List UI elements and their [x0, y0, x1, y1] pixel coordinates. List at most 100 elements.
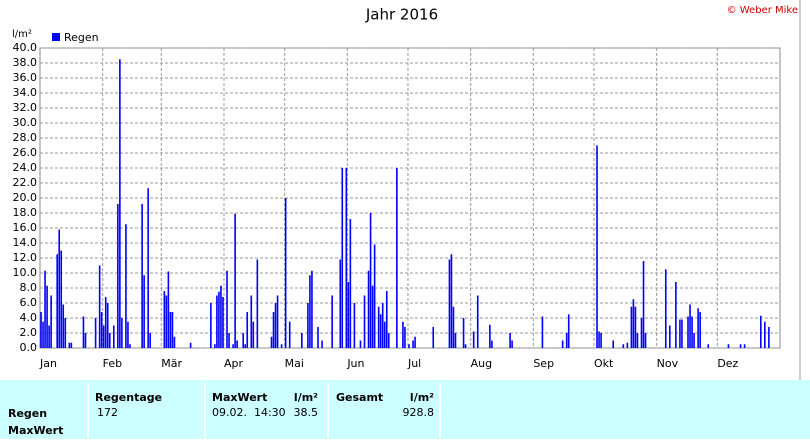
bar	[270, 336, 273, 348]
y-tick-label: 10.0	[13, 266, 38, 279]
y-tick-label: 6.0	[20, 296, 38, 309]
bar	[764, 321, 766, 348]
bar	[707, 344, 710, 348]
bar	[387, 333, 390, 348]
table-cell: 09.02. 14:30	[212, 406, 286, 419]
bar	[106, 303, 109, 348]
bar	[396, 168, 398, 348]
bar	[246, 312, 249, 348]
bar	[149, 333, 151, 348]
x-tick-label: Feb	[103, 357, 122, 370]
bar	[642, 261, 645, 348]
x-tick-label: Apr	[224, 357, 244, 370]
table-cell: 172	[97, 406, 118, 419]
bar	[234, 213, 236, 348]
bar	[189, 342, 192, 348]
bar	[210, 303, 212, 348]
bar	[236, 340, 238, 348]
y-unit: l/m²	[12, 29, 32, 40]
bar	[640, 318, 643, 348]
bar	[664, 269, 667, 348]
bar	[341, 168, 344, 348]
bar	[68, 342, 71, 348]
bar	[768, 327, 770, 348]
bar	[689, 304, 691, 348]
y-tick-label: 28.0	[13, 131, 38, 144]
bar	[681, 319, 683, 348]
bar	[288, 321, 291, 348]
y-tick-label: 18.0	[13, 206, 38, 219]
bar	[307, 303, 309, 348]
bar	[100, 312, 103, 348]
bar	[675, 282, 677, 348]
bar	[284, 198, 287, 348]
bar	[250, 295, 253, 348]
x-tick-label: Okt	[594, 357, 614, 370]
y-tick-label: 2.0	[20, 326, 38, 339]
bar	[129, 344, 131, 348]
y-tick-label: 4.0	[20, 311, 38, 324]
bar	[464, 344, 467, 348]
bar	[141, 204, 143, 348]
bar	[171, 312, 174, 348]
bar	[94, 318, 97, 348]
bar	[242, 333, 244, 348]
bar	[693, 333, 695, 348]
bar	[381, 303, 384, 348]
y-tick-label: 36.0	[13, 71, 38, 84]
bar	[596, 145, 598, 348]
bar	[379, 314, 382, 348]
legend-swatch	[52, 33, 60, 41]
row-label: Regen	[8, 407, 47, 420]
bar	[679, 319, 681, 348]
bar	[112, 325, 115, 348]
bar	[216, 295, 218, 348]
bar	[612, 340, 614, 348]
bar	[353, 303, 356, 348]
x-tick-label: Nov	[657, 357, 679, 370]
bar	[414, 336, 416, 348]
bar	[377, 306, 380, 348]
bar	[472, 331, 475, 348]
bar	[565, 333, 568, 348]
x-tick-label: Sep	[533, 357, 554, 370]
bar	[691, 316, 693, 348]
y-tick-label: 40.0	[13, 41, 38, 54]
bar	[218, 291, 220, 348]
y-tick-label: 30.0	[13, 116, 38, 129]
bar	[276, 295, 279, 348]
bar	[272, 312, 275, 348]
x-tick-label: Jul	[407, 357, 421, 370]
bar	[117, 204, 119, 348]
x-tick-label: Aug	[471, 357, 492, 370]
bar	[687, 316, 689, 348]
bar	[56, 254, 58, 348]
bar	[244, 344, 247, 348]
bar	[173, 336, 176, 348]
bar	[363, 295, 366, 348]
y-tick-label: 38.0	[13, 56, 38, 69]
bar	[489, 324, 491, 348]
bar	[256, 259, 259, 348]
bar	[226, 270, 228, 348]
bar	[252, 321, 255, 348]
table-header: l/m²	[294, 391, 318, 404]
table-header: MaxWert	[212, 391, 267, 404]
bar	[743, 344, 746, 348]
y-tick-label: 22.0	[13, 176, 38, 189]
bar	[462, 318, 465, 348]
bar	[669, 325, 671, 348]
bar	[644, 333, 647, 348]
bar	[60, 250, 63, 348]
bar	[62, 304, 65, 348]
bar	[40, 312, 42, 348]
y-tick-label: 16.0	[13, 221, 38, 234]
bar	[121, 318, 123, 348]
bar	[511, 340, 513, 348]
bar	[600, 333, 602, 348]
bar	[232, 344, 234, 348]
bar	[759, 315, 762, 348]
bar	[301, 333, 303, 348]
bar	[739, 344, 742, 348]
